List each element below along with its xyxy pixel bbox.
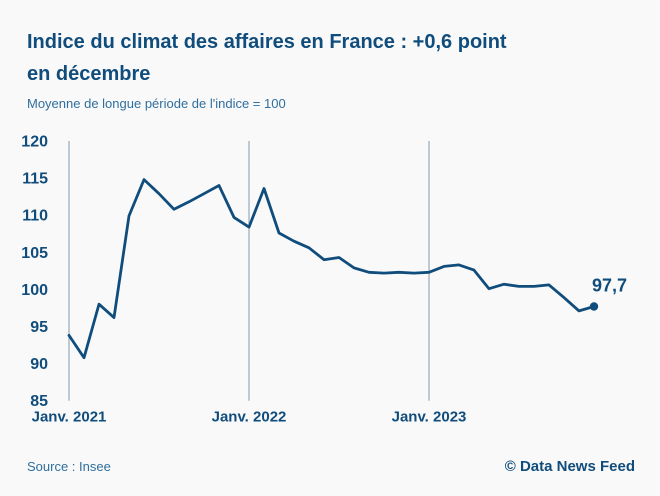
last-point-marker bbox=[589, 302, 599, 311]
chart-subtitle: Moyenne de longue période de l'indice = … bbox=[27, 96, 286, 111]
source-label: Source : Insee bbox=[27, 459, 111, 474]
y-axis-tick-label: 100 bbox=[21, 282, 48, 299]
last-value-label: 97,7 bbox=[592, 276, 627, 296]
copyright-label: © Data News Feed bbox=[504, 458, 635, 475]
y-axis-tick-label: 95 bbox=[30, 319, 48, 336]
header: Indice du climat des affaires en France … bbox=[27, 26, 637, 111]
y-axis-tick-label: 105 bbox=[21, 245, 48, 262]
line-chart: 120 115 110 105 100 95 90 85 Janv. 2021 Janv. 202… bbox=[0, 130, 660, 460]
page-title-line2: en décembre bbox=[27, 63, 151, 85]
page-title: Indice du climat des affaires en France … bbox=[27, 26, 637, 90]
y-axis-tick-label: 120 bbox=[21, 134, 48, 151]
y-axis-tick-label: 90 bbox=[30, 356, 48, 373]
y-axis-tick-label: 85 bbox=[30, 393, 48, 410]
y-axis-tick-label: 115 bbox=[22, 171, 48, 188]
page-title-line1: Indice du climat des affaires en France … bbox=[27, 31, 507, 53]
business-climate-line bbox=[67, 178, 596, 360]
x-axis-tick-label: Janv. 2021 bbox=[32, 409, 107, 426]
x-axis-tick-label: Janv. 2022 bbox=[212, 409, 287, 426]
x-axis-tick-label: Janv. 2023 bbox=[392, 409, 467, 426]
y-axis-tick-label: 110 bbox=[22, 208, 48, 225]
